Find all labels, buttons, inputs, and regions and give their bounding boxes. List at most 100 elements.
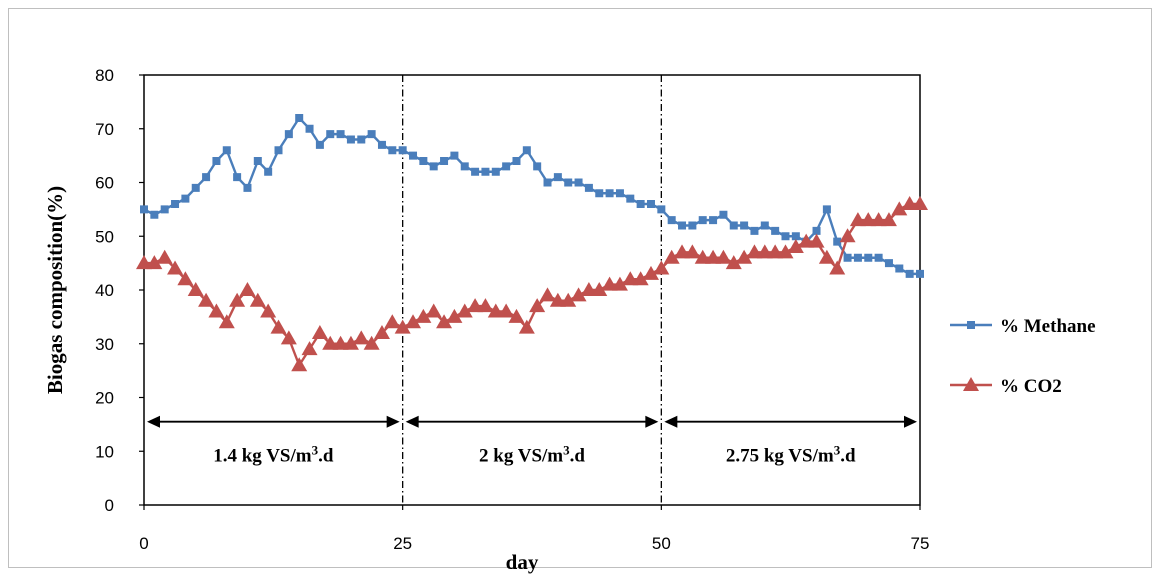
data-point: [715, 249, 732, 264]
data-point: [456, 303, 473, 318]
legend-item: % Methane: [950, 316, 1096, 337]
x-axis-title: day: [506, 550, 539, 574]
y-tick-label: 40: [95, 281, 114, 300]
series-line: [143, 116, 920, 276]
data-point: [446, 308, 463, 323]
data-point: [860, 212, 877, 227]
data-point: [346, 135, 355, 144]
data-point: [822, 205, 831, 214]
data-point: [698, 216, 707, 225]
data-point: [202, 173, 211, 182]
data-point: [678, 221, 687, 230]
data-point: [512, 157, 521, 165]
data-point: [798, 233, 815, 248]
data-point: [167, 260, 184, 275]
data-point: [812, 226, 821, 235]
period-arrow-head-right: [386, 415, 400, 428]
period-arrow-head-right: [645, 415, 659, 428]
data-point: [419, 157, 428, 165]
data-point: [916, 269, 924, 278]
data-point: [746, 244, 763, 259]
period-label: 2.75 kg VS/m3.d: [726, 442, 856, 466]
y-tick-label: 30: [95, 335, 114, 354]
y-tick-label: 10: [95, 442, 114, 461]
legend-swatch-marker: [967, 321, 975, 329]
data-point: [415, 308, 432, 323]
data-point: [839, 228, 856, 243]
data-point: [849, 212, 866, 227]
data-point: [570, 287, 587, 302]
data-point: [829, 260, 846, 275]
period-arrow-head-left: [405, 415, 419, 428]
data-point: [187, 282, 204, 296]
data-point: [564, 178, 573, 187]
data-point: [905, 269, 914, 278]
data-point: [508, 308, 525, 323]
data-point: [160, 205, 169, 214]
y-tick-label: 60: [95, 174, 114, 193]
data-point: [177, 271, 194, 286]
data-point: [595, 189, 604, 198]
series-line: [144, 202, 920, 368]
data-point: [705, 249, 722, 264]
data-point: [208, 303, 225, 318]
data-point: [912, 196, 928, 210]
data-point: [674, 244, 691, 259]
data-point: [405, 314, 422, 329]
data-point: [580, 282, 597, 296]
data-point: [818, 249, 835, 264]
legend-swatch-marker: [963, 377, 979, 391]
y-axis-ticks: 0 10 20 30 40 50 60 70 80: [95, 66, 144, 515]
data-point: [291, 357, 308, 372]
data-point: [229, 292, 246, 307]
data-point: [326, 130, 335, 139]
period-arrow-head-left: [147, 415, 160, 428]
data-point: [791, 232, 800, 241]
data-point: [491, 167, 500, 176]
data-point: [436, 314, 453, 329]
plot-area: [143, 74, 921, 506]
data-point: [736, 249, 753, 264]
data-point: [709, 216, 718, 225]
data-point: [450, 151, 459, 160]
data-point: [684, 244, 701, 259]
data-point: [880, 212, 897, 227]
period-arrow-head-left: [664, 415, 678, 428]
data-point: [646, 200, 655, 208]
data-point: [605, 189, 614, 198]
period-label: 2 kg VS/m3.d: [479, 442, 585, 466]
data-point: [884, 259, 893, 268]
data-point: [756, 244, 773, 259]
period-labels: 1.4 kg VS/m3.d 2 kg VS/m3.d 2.75 kg VS/m3.…: [213, 442, 856, 466]
data-point: [198, 292, 215, 307]
data-point: [243, 183, 252, 192]
data-point: [440, 157, 449, 165]
data-point: [591, 282, 608, 296]
y-tick-label: 50: [95, 227, 114, 246]
data-point: [284, 130, 293, 139]
data-point: [725, 255, 742, 270]
data-point: [657, 205, 666, 214]
data-point: [729, 221, 738, 230]
x-axis-ticks: 0 25 50 75: [139, 505, 929, 553]
data-point: [367, 130, 376, 139]
data-point: [853, 253, 862, 262]
data-point: [502, 162, 511, 171]
data-point: [239, 282, 256, 296]
data-point: [260, 303, 277, 318]
y-tick-label: 20: [95, 389, 114, 408]
data-point: [522, 146, 531, 155]
data-point: [140, 205, 148, 214]
data-point: [667, 216, 676, 225]
data-point: [280, 330, 297, 345]
data-point: [843, 253, 852, 262]
y-axis-title: Biogas composition(%): [43, 186, 67, 394]
data-point: [719, 210, 728, 219]
series-methane: [140, 114, 924, 278]
data-point: [611, 276, 628, 291]
data-point: [384, 314, 401, 329]
data-point: [363, 335, 380, 350]
data-point: [311, 325, 328, 339]
data-point: [771, 226, 780, 235]
data-point: [305, 124, 314, 133]
